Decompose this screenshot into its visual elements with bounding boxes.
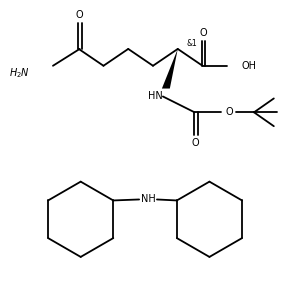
Text: HN: HN	[148, 91, 162, 101]
Text: &1: &1	[187, 40, 197, 49]
Text: NH: NH	[141, 194, 155, 204]
Text: O: O	[200, 28, 207, 38]
Polygon shape	[162, 49, 178, 88]
Text: $H_2N$: $H_2N$	[9, 66, 30, 79]
Text: O: O	[76, 10, 84, 20]
Text: O: O	[226, 107, 233, 117]
Text: O: O	[192, 138, 199, 148]
Text: OH: OH	[241, 61, 256, 71]
